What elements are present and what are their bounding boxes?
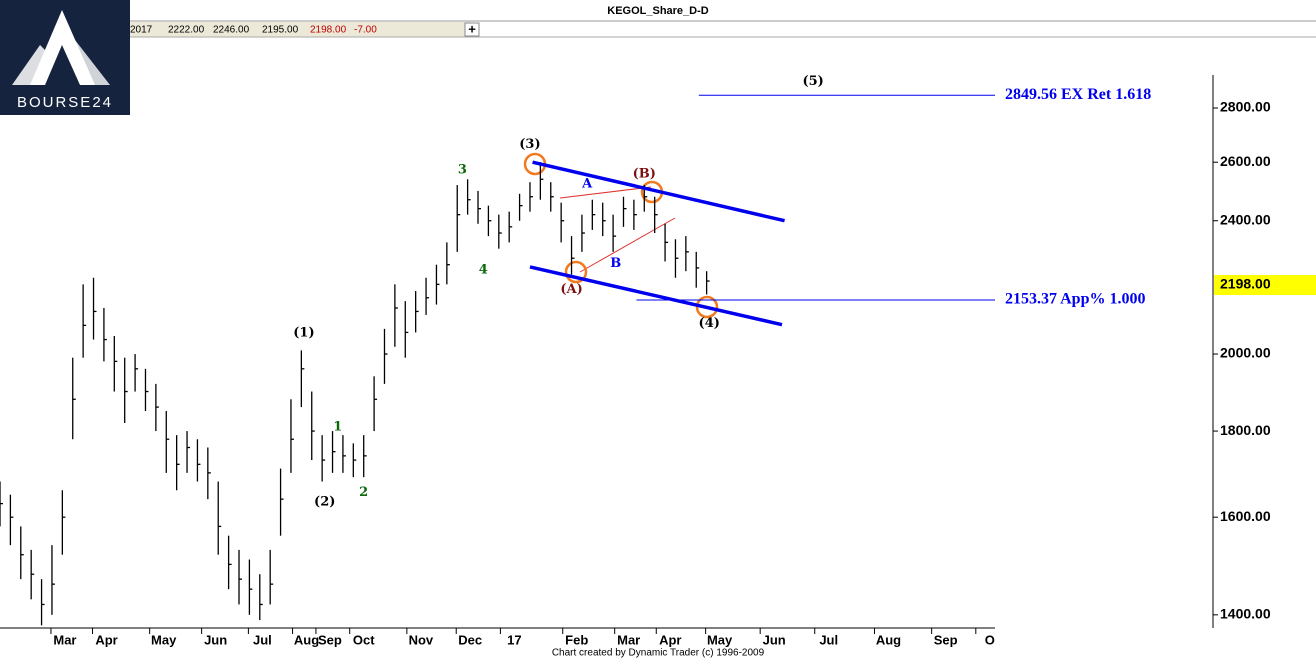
logo-graphic: BOURSE24 xyxy=(12,10,113,111)
x-tick-label: 17 xyxy=(507,632,521,647)
x-tick-label: May xyxy=(151,632,177,647)
pivot-circle xyxy=(695,295,719,319)
x-tick-label: Apr xyxy=(95,632,117,647)
info-field: 2198.00 xyxy=(310,25,347,36)
y-tick-label: 2400.00 xyxy=(1220,211,1271,227)
info-field: 2017 xyxy=(130,25,153,36)
wave-label: (A) xyxy=(560,282,582,297)
x-tick-label: Feb xyxy=(565,632,588,647)
x-tick-label: Sep xyxy=(318,632,342,647)
x-tick-label: Mar xyxy=(617,632,640,647)
logo-shape xyxy=(30,10,95,85)
x-tick-label: Aug xyxy=(294,632,319,647)
triangle-line xyxy=(579,217,676,273)
add-icon: + xyxy=(468,21,476,36)
x-tick-label: Aug xyxy=(876,632,901,647)
wave-label: 4 xyxy=(479,262,488,277)
y-tick-label: 2000.00 xyxy=(1220,345,1271,361)
triangle-line xyxy=(559,186,652,199)
x-tick-label: Jun xyxy=(763,632,786,647)
info-field: -7.00 xyxy=(354,25,377,36)
channel-line xyxy=(532,160,785,223)
info-field: 2246.00 xyxy=(213,25,250,36)
wave-label: (1) xyxy=(293,325,314,340)
level-label: 2153.37 App% 1.000 xyxy=(1005,291,1145,308)
wave-label: (4) xyxy=(699,316,720,331)
pivot-circle xyxy=(564,260,588,284)
x-tick-label: Jul xyxy=(819,632,838,647)
logo-shape xyxy=(72,40,110,85)
x-tick-label: Apr xyxy=(659,632,681,647)
y-tick-label: 2600.00 xyxy=(1220,153,1271,169)
wave-label: A xyxy=(581,176,593,191)
x-tick-label: Jul xyxy=(253,632,272,647)
channel-line xyxy=(529,265,783,327)
last-price-label: 2198.00 xyxy=(1220,276,1271,292)
wave-label: (B) xyxy=(633,166,656,181)
logo-text: BOURSE24 xyxy=(17,94,113,111)
info-field: 2195.00 xyxy=(262,25,299,36)
wave-label: 1 xyxy=(333,420,342,435)
info-field: 2222.00 xyxy=(168,25,205,36)
x-tick-label: Dec xyxy=(458,632,482,647)
x-tick-label: Oct xyxy=(353,632,375,647)
level-label: 2849.56 EX Ret 1.618 xyxy=(1005,86,1151,103)
wave-label: (2) xyxy=(314,494,335,509)
x-tick-label: May xyxy=(707,632,733,647)
logo-shape xyxy=(12,45,50,85)
x-tick-label: Jun xyxy=(204,632,227,647)
wave-label: (3) xyxy=(519,137,540,152)
chart-title: KEGOL_Share_D-D xyxy=(607,5,709,17)
x-tick-label: Nov xyxy=(409,632,434,647)
wave-label: 2 xyxy=(359,485,368,500)
wave-label: (5) xyxy=(802,74,823,89)
add-button[interactable] xyxy=(464,22,480,37)
last-price-box xyxy=(1214,275,1316,296)
x-tick-label: O xyxy=(985,632,995,647)
y-tick-label: 1400.00 xyxy=(1220,606,1271,622)
y-tick-label: 2800.00 xyxy=(1220,99,1271,115)
footer: Chart created by Dynamic Trader (c) 1996… xyxy=(552,648,765,659)
y-tick-label: 1800.00 xyxy=(1220,422,1271,438)
x-tick-label: Mar xyxy=(53,632,76,647)
wave-label: B xyxy=(610,256,621,271)
x-tick-label: Sep xyxy=(934,632,958,647)
y-tick-label: 1600.00 xyxy=(1220,508,1271,524)
wave-label: 3 xyxy=(458,162,467,177)
logo: BOURSE24 xyxy=(0,0,130,115)
